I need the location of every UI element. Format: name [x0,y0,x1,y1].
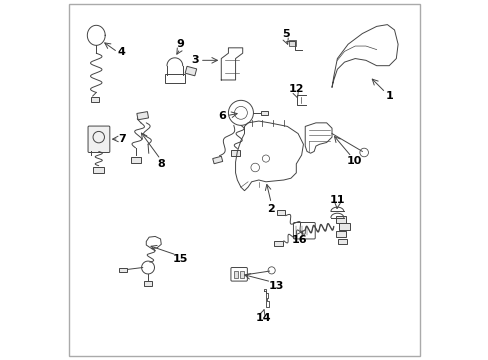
Text: 4: 4 [117,47,125,57]
Text: 10: 10 [346,157,362,166]
Text: 15: 15 [172,254,187,264]
Bar [185,66,196,76]
Bar [273,240,283,246]
Text: 13: 13 [268,281,283,291]
Bar [240,271,244,278]
Text: 12: 12 [288,84,304,94]
Text: 6: 6 [218,111,225,121]
Bar [233,271,238,278]
Bar [164,74,184,83]
Bar [335,231,345,237]
Text: 11: 11 [329,195,345,204]
FancyBboxPatch shape [88,126,110,153]
Text: 2: 2 [267,203,275,213]
Text: 14: 14 [255,313,270,323]
Bar [137,112,148,120]
Bar [231,150,240,156]
Bar [335,216,346,222]
Bar [119,268,126,273]
Text: 16: 16 [291,235,307,245]
Text: 5: 5 [281,29,289,39]
Text: 1: 1 [385,91,392,101]
Bar [91,97,99,102]
Bar [260,111,267,115]
Bar [339,223,349,230]
Bar [130,157,140,163]
Bar [288,40,295,46]
Text: 8: 8 [158,159,165,169]
Bar [276,210,285,215]
Text: 9: 9 [176,39,184,49]
Bar [93,167,104,173]
Bar [337,239,346,244]
Bar [144,281,152,286]
Text: 3: 3 [191,55,199,65]
Text: 7: 7 [118,134,126,144]
Bar [212,156,222,164]
